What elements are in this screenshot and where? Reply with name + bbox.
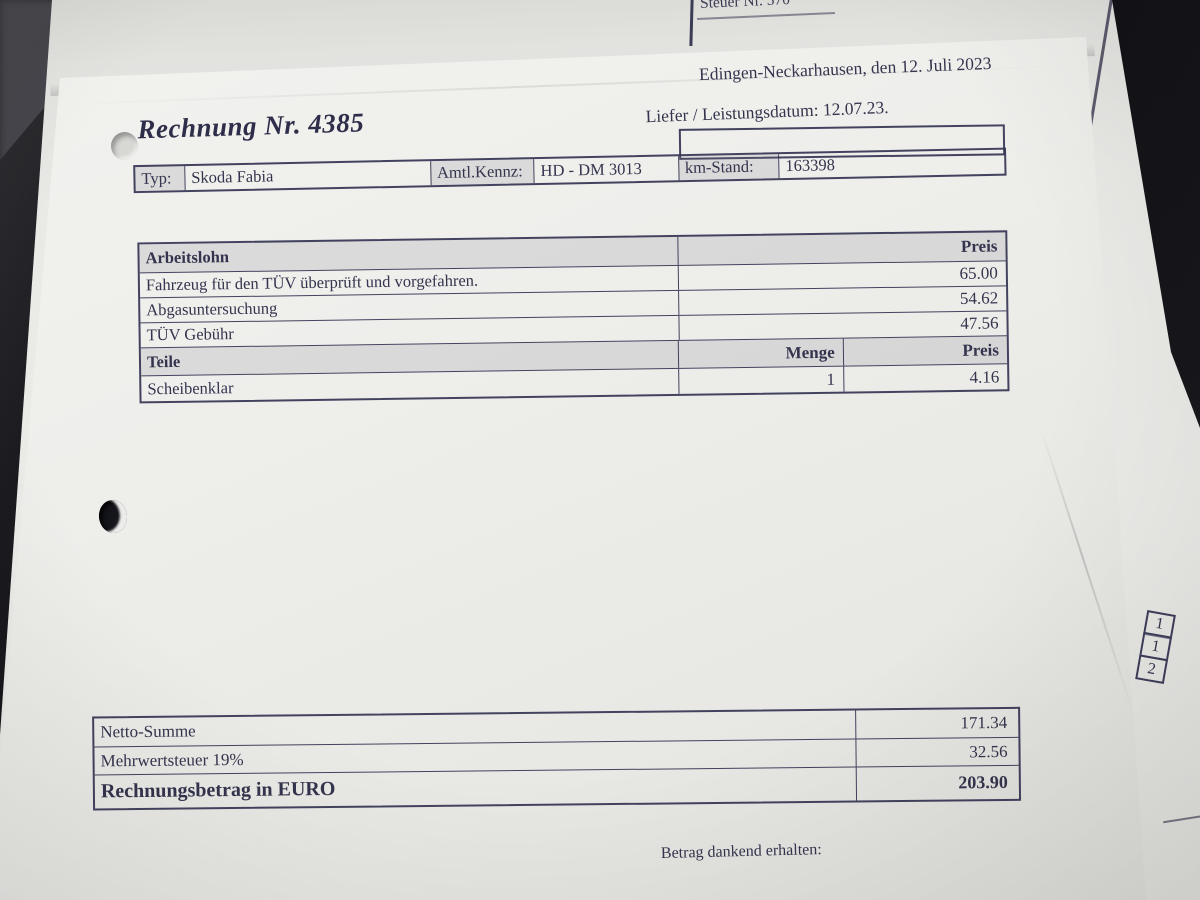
punch-hole [111, 132, 138, 160]
typ-value: Skoda Fabia [184, 161, 431, 191]
km-stand-label: km-Stand: [677, 154, 779, 181]
kennzeichen-label: Amtl.Kennz: [429, 159, 534, 186]
vehicle-info-row: Typ: Skoda Fabia Amtl.Kennz: HD - DM 301… [135, 149, 1005, 192]
qty-header: Menge [678, 338, 843, 368]
parts-row-qty: 1 [678, 366, 844, 394]
rechnungsbetrag-value: 203.90 [855, 765, 1020, 801]
parts-row-price: 4.16 [842, 364, 1008, 392]
city-date-line: Edingen-Neckarhausen, den 12. Juli 2023 [698, 52, 992, 85]
work-table: Arbeitslohn Preis Fahrzeug für den TÜV ü… [137, 230, 1010, 404]
netto-summe-value: 171.34 [854, 708, 1019, 739]
rechnungsbetrag-label: Rechnungsbetrag in EURO [100, 777, 336, 803]
mehrwertsteuer-value: 32.56 [855, 737, 1019, 767]
vehicle-info-table: Typ: Skoda Fabia Amtl.Kennz: HD - DM 301… [133, 147, 1007, 194]
thanks-line: Betrag dankend erhalten: [660, 841, 822, 863]
summary-table: Netto-Summe 171.34 Mehrwertsteuer 19% 32… [92, 706, 1022, 811]
km-stand-value: 163398 [778, 149, 1005, 179]
invoice-title: Rechnung Nr. 4385 [137, 107, 365, 145]
kennzeichen-value: HD - DM 3013 [533, 156, 679, 184]
service-date-line: Liefer / Leistungsdatum: 12.07.23. [645, 96, 889, 127]
parts-price-header: Preis [842, 336, 1008, 366]
typ-label: Typ: [135, 166, 185, 192]
parts-row-label: Scheibenklar [147, 377, 234, 398]
